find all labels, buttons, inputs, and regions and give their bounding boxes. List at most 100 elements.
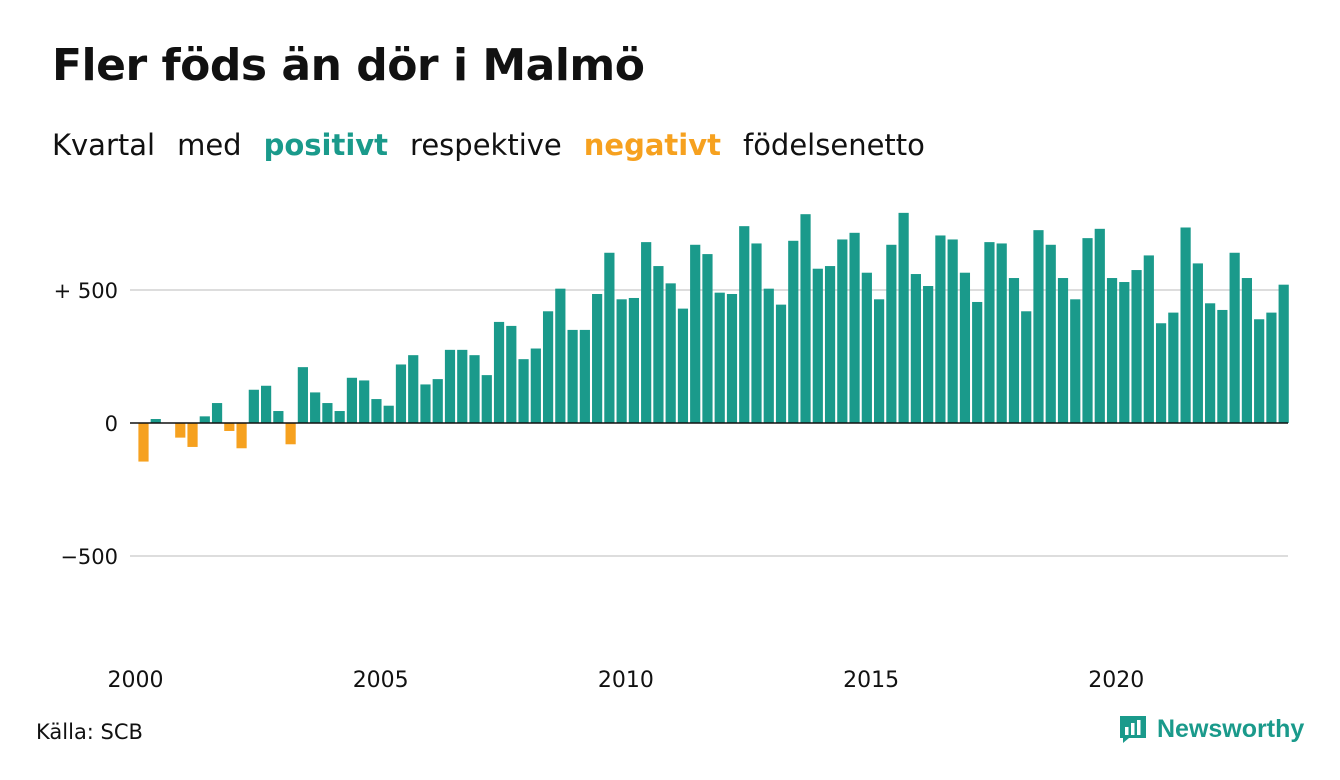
bar — [530, 348, 541, 423]
bar — [726, 293, 738, 423]
bar — [837, 239, 848, 423]
bar — [359, 380, 370, 423]
y-tick-label: 0 — [105, 412, 118, 436]
bar — [383, 405, 394, 423]
bar — [788, 240, 799, 423]
bar — [714, 292, 725, 423]
x-tick-label: 2000 — [108, 668, 164, 693]
bar — [579, 329, 590, 423]
subtitle-positive: positivt — [263, 128, 389, 162]
bar — [1254, 319, 1265, 423]
subtitle-word-birth-surplus: födelsenetto — [742, 128, 925, 162]
bar — [923, 286, 934, 423]
bar — [959, 272, 971, 423]
bar — [199, 416, 210, 423]
chart-title: Fler föds än dör i Malmö — [52, 40, 645, 91]
bar — [1229, 252, 1240, 423]
bar — [1008, 278, 1020, 423]
bar — [1143, 255, 1154, 423]
newsworthy-logo-text: Newsworthy — [1157, 714, 1305, 743]
bar — [1057, 278, 1069, 423]
bar — [1131, 270, 1142, 423]
bar — [1241, 278, 1252, 423]
bar — [690, 244, 701, 423]
bar — [567, 329, 578, 423]
bar — [297, 367, 308, 423]
bar — [150, 419, 161, 423]
bar — [628, 297, 639, 423]
bar — [444, 349, 456, 423]
bar — [604, 252, 615, 423]
bar — [481, 375, 492, 423]
x-tick-label: 2010 — [598, 668, 654, 693]
bar — [874, 299, 885, 423]
bar — [506, 325, 517, 423]
bar — [518, 359, 529, 423]
bar — [211, 403, 223, 423]
bar — [395, 364, 407, 423]
bar — [138, 423, 149, 462]
bar — [334, 411, 345, 423]
bar — [1205, 303, 1216, 423]
bar — [996, 243, 1007, 423]
bar — [898, 212, 909, 423]
subtitle-word-with: med — [177, 128, 242, 162]
subtitle-word-quarter: Kvartal — [52, 128, 156, 162]
bar — [849, 232, 860, 423]
bar — [1106, 278, 1118, 423]
bar — [800, 214, 811, 423]
bar — [1168, 312, 1179, 423]
bar — [1070, 299, 1081, 423]
bar — [935, 235, 946, 423]
bar — [775, 304, 787, 423]
x-tick-label: 2005 — [353, 668, 409, 693]
bar — [261, 385, 272, 423]
bar — [273, 411, 284, 423]
bar — [187, 423, 198, 447]
bar — [616, 299, 627, 423]
y-tick-label: + 500 — [54, 279, 118, 303]
bar — [910, 274, 921, 423]
bar — [1278, 284, 1289, 423]
bar — [653, 266, 664, 423]
bar — [310, 392, 321, 423]
bar — [739, 226, 750, 423]
bar — [1266, 312, 1277, 423]
bar — [1180, 227, 1191, 423]
bar — [248, 389, 259, 423]
bar — [469, 355, 480, 423]
bar — [285, 423, 296, 445]
subtitle-negative: negativt — [583, 128, 721, 162]
bar — [542, 311, 554, 423]
bar — [408, 355, 419, 423]
bar — [641, 242, 652, 423]
bar — [947, 239, 958, 423]
bar — [1082, 238, 1093, 423]
bar — [812, 268, 823, 423]
bar — [861, 272, 872, 423]
bar — [1155, 323, 1167, 423]
x-tick-label: 2015 — [843, 668, 899, 693]
bar — [1094, 228, 1105, 423]
bar — [346, 377, 358, 423]
bar — [824, 266, 836, 423]
bar — [751, 243, 762, 423]
y-tick-label: −500 — [60, 545, 118, 569]
newsworthy-logo: Newsworthy — [1118, 714, 1304, 744]
bar — [1045, 244, 1056, 423]
chart-subtitle: Kvartal med positivt respektive negativt föde… — [52, 128, 947, 162]
bar — [1033, 230, 1044, 423]
bar — [432, 379, 443, 423]
bar — [1119, 282, 1130, 423]
newsworthy-logo-icon — [1120, 716, 1146, 743]
bar — [1217, 309, 1228, 423]
bar — [1192, 263, 1203, 423]
bar — [224, 423, 235, 431]
bar — [665, 283, 676, 423]
source-note: Källa: SCB — [36, 720, 143, 744]
bar — [984, 242, 995, 423]
bar — [763, 288, 774, 423]
bar — [322, 403, 333, 423]
bar — [592, 293, 603, 423]
